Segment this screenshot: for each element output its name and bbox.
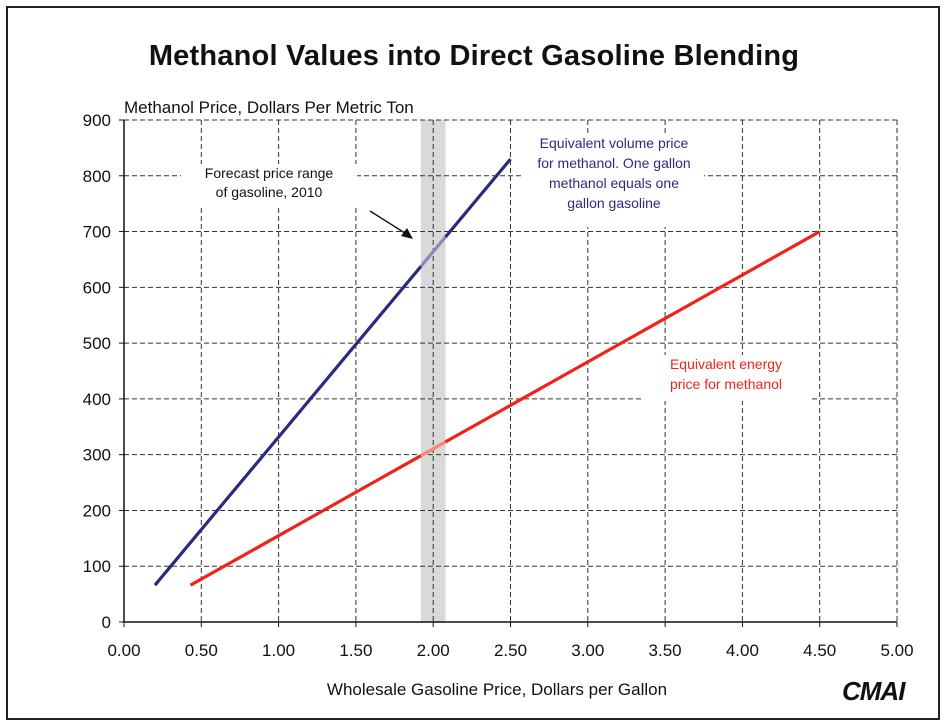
annotation-background	[181, 164, 357, 208]
annotation-line: gallon gasoline	[567, 195, 661, 211]
annotation-text: Forecast price range of gasoline, 2010	[205, 165, 334, 200]
annotation-text: Equivalent energy price for methanol	[670, 356, 782, 392]
annotation-background	[642, 355, 810, 401]
x-tick-label: 3.00	[571, 641, 604, 660]
annotation-line: Equivalent volume price	[540, 135, 689, 151]
y-tick-label: 800	[83, 167, 111, 186]
annotation-line: Forecast price range	[205, 165, 334, 181]
annotation-line: methanol equals one	[549, 175, 679, 191]
chart-title: Methanol Values into Direct Gasoline Ble…	[148, 40, 800, 72]
x-tick-label: 3.50	[649, 641, 682, 660]
energy-line-band-highlight	[419, 440, 447, 458]
annotation-line: price for methanol	[670, 376, 782, 392]
annotation-line: for methanol. One gallon	[537, 155, 690, 171]
y-tick-label: 100	[83, 557, 111, 576]
volume-price-line	[153, 158, 512, 587]
x-tick-label: 0.50	[185, 641, 218, 660]
x-tick-label: 2.50	[494, 641, 527, 660]
y-tick-label: 600	[83, 278, 111, 297]
x-tick-label: 2.00	[417, 641, 450, 660]
forecast-arrow-line	[369, 210, 409, 236]
forecast-arrow-head	[401, 228, 413, 239]
x-axis-label: Wholesale Gasoline Price, Dollars per Ga…	[326, 680, 668, 699]
x-tick-label: 0.00	[107, 641, 140, 660]
x-tick-label: 1.50	[339, 641, 372, 660]
y-tick-label: 0	[102, 613, 111, 632]
energy-price-line	[189, 230, 821, 587]
cmai-logo: CMAI	[842, 676, 905, 706]
annotation-line: of gasoline, 2010	[216, 184, 323, 200]
y-tick-label: 900	[83, 111, 111, 130]
x-tick-label: 4.00	[726, 641, 759, 660]
annotation-text: Equivalent volume price for methanol. One…	[537, 135, 690, 211]
volume-line-band-highlight	[419, 235, 447, 268]
x-tick-label: 4.50	[803, 641, 836, 660]
x-tick-label: 1.00	[262, 641, 295, 660]
y-axis-label: Methanol Price, Dollars Per Metric Ton	[124, 98, 414, 117]
y-tick-label: 300	[83, 446, 111, 465]
y-tick-label: 400	[83, 390, 111, 409]
y-tick-label: 500	[83, 334, 111, 353]
annotation-background	[524, 133, 704, 227]
x-tick-label: 5.00	[880, 641, 913, 660]
annotation-line: Equivalent energy	[670, 356, 782, 372]
y-tick-label: 700	[83, 223, 111, 242]
y-tick-label: 200	[83, 501, 111, 520]
